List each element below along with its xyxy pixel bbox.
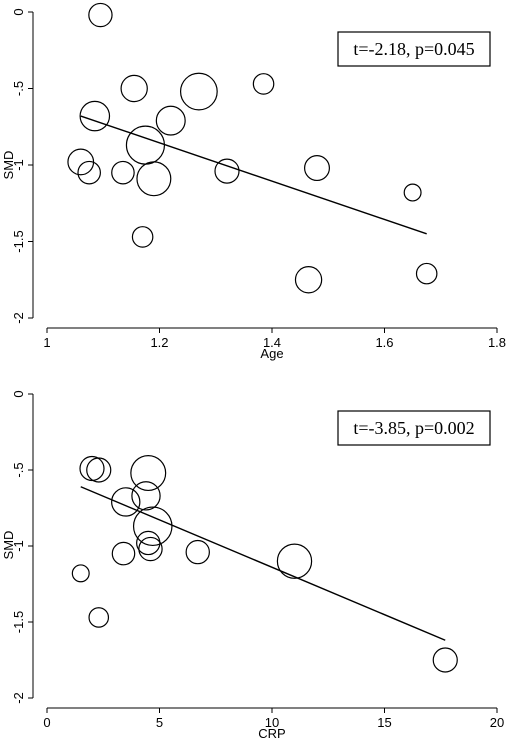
panel-age-annotation-box — [337, 31, 491, 67]
data-point — [276, 543, 313, 579]
y-tick-label: -1.5 — [11, 611, 26, 633]
data-point — [77, 160, 101, 185]
panel-crp-ylabel: SMD — [1, 531, 16, 560]
data-point — [304, 155, 331, 182]
regression-line — [80, 486, 446, 641]
data-point — [252, 73, 275, 95]
data-point — [432, 647, 458, 673]
panel-crp: 0 5 10 15 20 0 -.5 -1 -1.5 -2 t=-3.85, p=0.002 CR… — [1, 390, 504, 741]
data-point — [111, 160, 135, 185]
y-tick-label: -1 — [11, 159, 26, 171]
data-point — [136, 161, 172, 197]
panel-age: 1 1.2 1.4 1.6 1.8 0 -.5 -1 -1.5 -2 t=-2.18, p=0.0… — [1, 2, 506, 361]
data-point — [111, 541, 136, 566]
data-point — [185, 539, 210, 565]
data-point — [403, 183, 422, 202]
y-tick-label: 0 — [11, 8, 26, 15]
y-tick-label: -1.5 — [11, 230, 26, 252]
data-point — [155, 105, 186, 136]
panel-age-annotation: t=-2.18, p=0.045 — [353, 39, 474, 59]
data-point — [120, 74, 148, 103]
x-tick-label: 1.8 — [488, 335, 506, 350]
data-point — [88, 2, 113, 28]
y-tick-label: -2 — [11, 692, 26, 704]
regression-line — [80, 115, 427, 235]
y-tick-label: 0 — [11, 390, 26, 397]
x-tick-label: 15 — [377, 715, 391, 730]
data-point — [86, 457, 112, 483]
x-tick-label: 5 — [156, 715, 163, 730]
panel-crp-annotation: t=-3.85, p=0.002 — [353, 418, 474, 438]
x-tick-label: 10 — [265, 715, 279, 730]
data-point — [179, 72, 218, 111]
data-point — [79, 100, 111, 132]
data-point — [214, 158, 240, 184]
panel-age-xlabel: Age — [260, 346, 283, 361]
data-point — [138, 536, 163, 562]
data-point — [294, 266, 323, 294]
panel-age-marks: 1 1.2 1.4 1.6 1.8 0 -.5 -1 -1.5 -2 — [11, 2, 506, 350]
x-tick-label: 20 — [490, 715, 504, 730]
data-point — [415, 262, 438, 285]
y-tick-label: -.5 — [11, 462, 26, 477]
panel-age-ylabel: SMD — [1, 151, 16, 180]
data-point — [71, 564, 90, 583]
panel-crp-marks: 0 5 10 15 20 0 -.5 -1 -1.5 -2 — [11, 390, 504, 730]
x-tick-label: 0 — [43, 715, 50, 730]
data-point — [132, 506, 173, 547]
data-point — [111, 487, 141, 517]
x-tick-label: 1.2 — [150, 335, 168, 350]
y-tick-label: -2 — [11, 312, 26, 324]
panel-crp-annotation-box — [337, 410, 491, 446]
x-tick-label: 1.6 — [375, 335, 393, 350]
panel-crp-xlabel: CRP — [258, 726, 285, 741]
y-tick-label: -1 — [11, 540, 26, 552]
x-tick-label: 1 — [43, 335, 50, 350]
x-tick-label: 1.4 — [263, 335, 281, 350]
data-point — [131, 226, 154, 248]
data-point — [88, 607, 110, 628]
data-point — [130, 455, 167, 492]
y-tick-label: -.5 — [11, 81, 26, 96]
data-point — [131, 481, 161, 511]
